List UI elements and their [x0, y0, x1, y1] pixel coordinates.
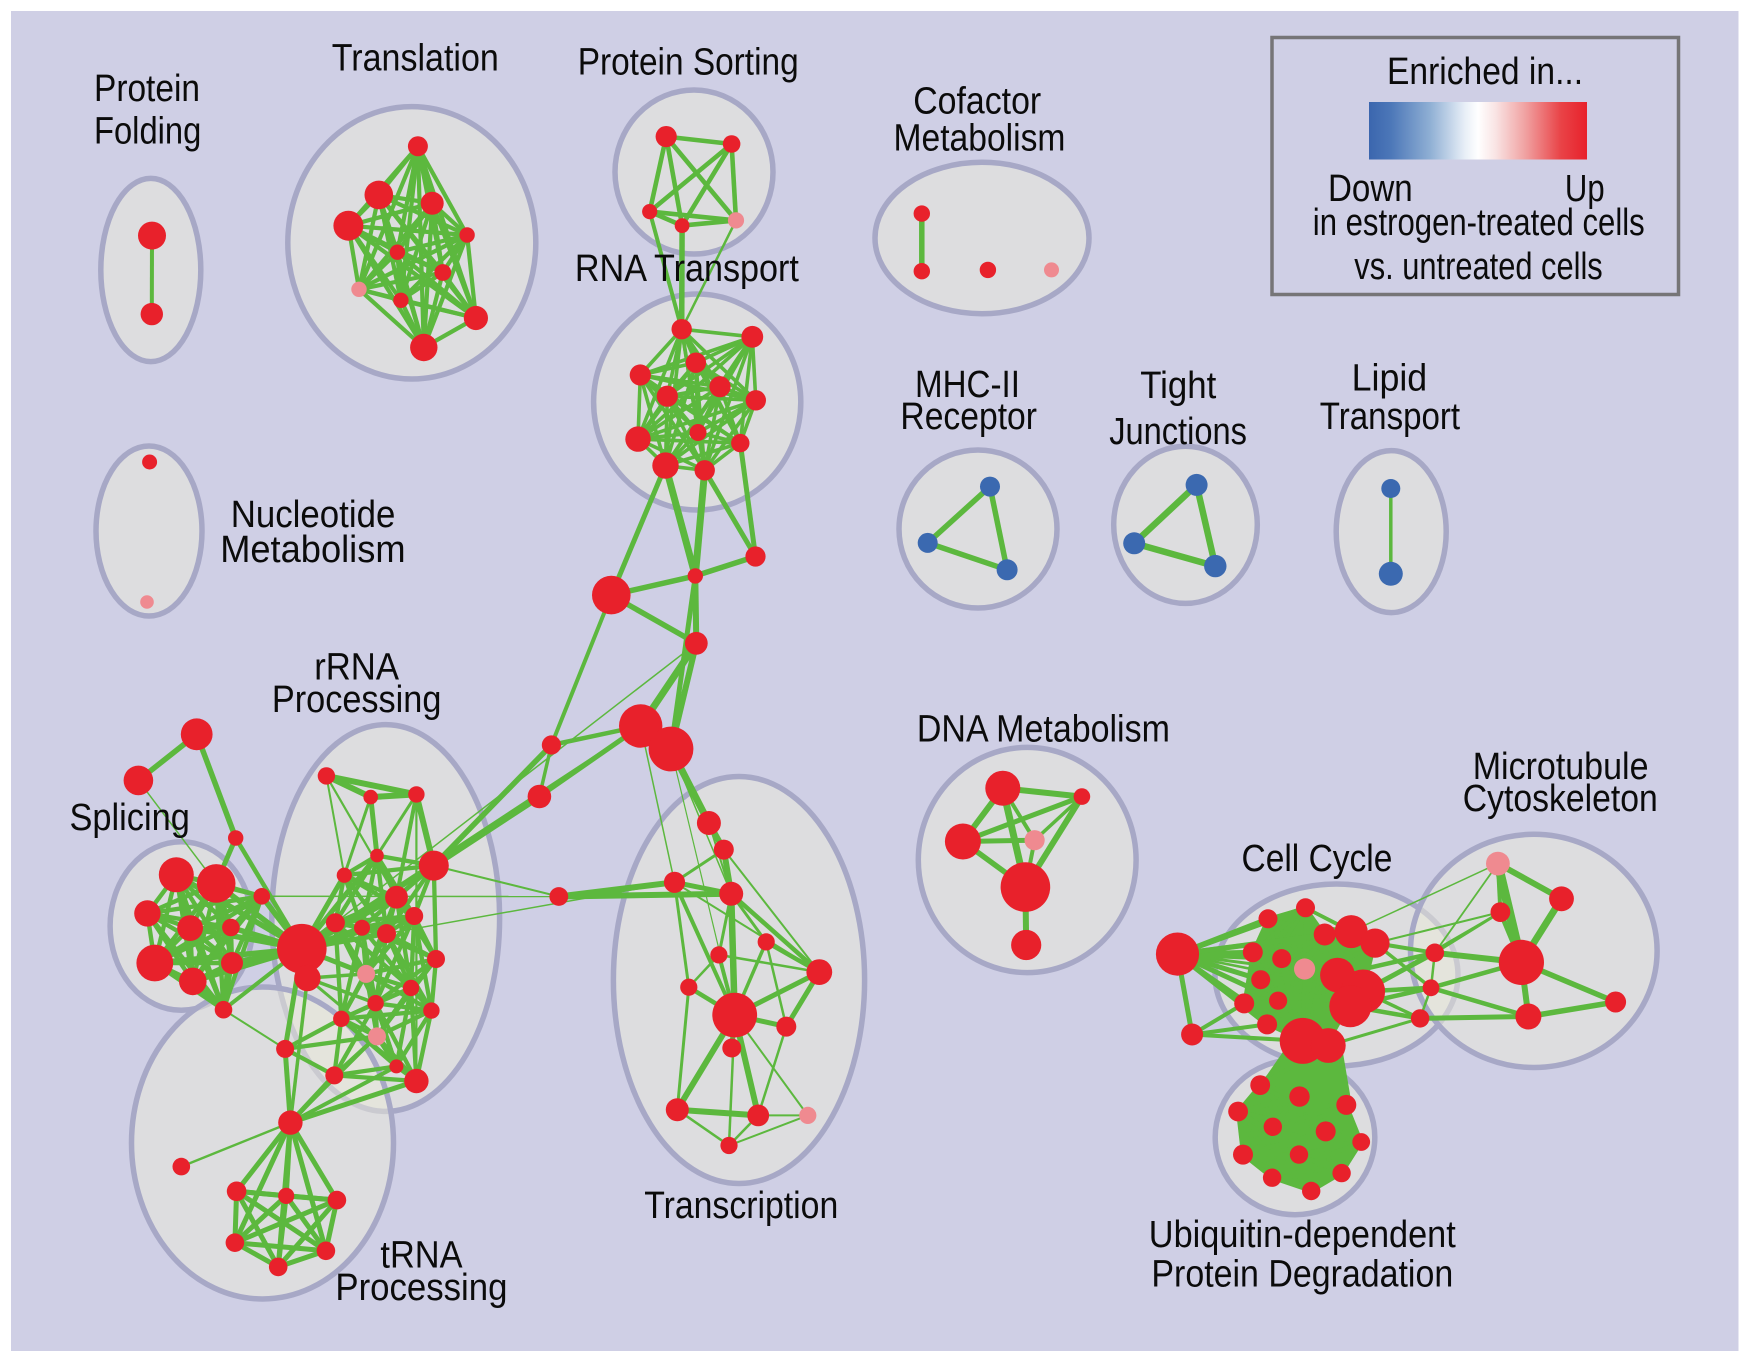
- svg-text:Lipid: Lipid: [1352, 358, 1428, 400]
- svg-text:Microtubule: Microtubule: [1473, 746, 1649, 788]
- svg-text:Nucleotide: Nucleotide: [231, 494, 396, 536]
- svg-text:Folding: Folding: [94, 111, 201, 153]
- svg-text:Junctions: Junctions: [1109, 411, 1247, 453]
- svg-text:in estrogen-treated cells: in estrogen-treated cells: [1313, 202, 1645, 244]
- svg-text:rRNA: rRNA: [314, 647, 399, 689]
- svg-text:Processing: Processing: [272, 679, 442, 721]
- svg-text:RNA Transport: RNA Transport: [575, 248, 799, 290]
- svg-text:Enriched in...: Enriched in...: [1387, 51, 1583, 93]
- svg-text:Up: Up: [1565, 168, 1605, 210]
- svg-text:Protein Sorting: Protein Sorting: [578, 42, 799, 84]
- svg-text:Transcription: Transcription: [644, 1185, 838, 1227]
- svg-text:Tight: Tight: [1140, 365, 1216, 407]
- svg-text:DNA Metabolism: DNA Metabolism: [917, 709, 1170, 751]
- svg-text:Transport: Transport: [1320, 396, 1461, 438]
- svg-text:tRNA: tRNA: [380, 1235, 463, 1277]
- svg-text:MHC-II: MHC-II: [915, 364, 1020, 406]
- svg-text:Receptor: Receptor: [900, 396, 1037, 438]
- svg-text:Cell Cycle: Cell Cycle: [1242, 838, 1393, 880]
- svg-text:Metabolism: Metabolism: [894, 117, 1066, 159]
- svg-text:Splicing: Splicing: [70, 797, 190, 839]
- svg-text:vs. untreated cells: vs. untreated cells: [1354, 246, 1602, 288]
- svg-text:Cytoskeleton: Cytoskeleton: [1463, 778, 1658, 820]
- svg-text:Ubiquitin-dependent: Ubiquitin-dependent: [1149, 1214, 1456, 1256]
- svg-text:Protein: Protein: [94, 68, 200, 110]
- svg-text:Processing: Processing: [335, 1267, 507, 1309]
- svg-text:Down: Down: [1328, 168, 1413, 210]
- svg-text:Translation: Translation: [332, 38, 499, 80]
- svg-text:Metabolism: Metabolism: [220, 529, 405, 571]
- svg-text:Protein Degradation: Protein Degradation: [1151, 1254, 1453, 1296]
- svg-text:Cofactor: Cofactor: [913, 80, 1041, 122]
